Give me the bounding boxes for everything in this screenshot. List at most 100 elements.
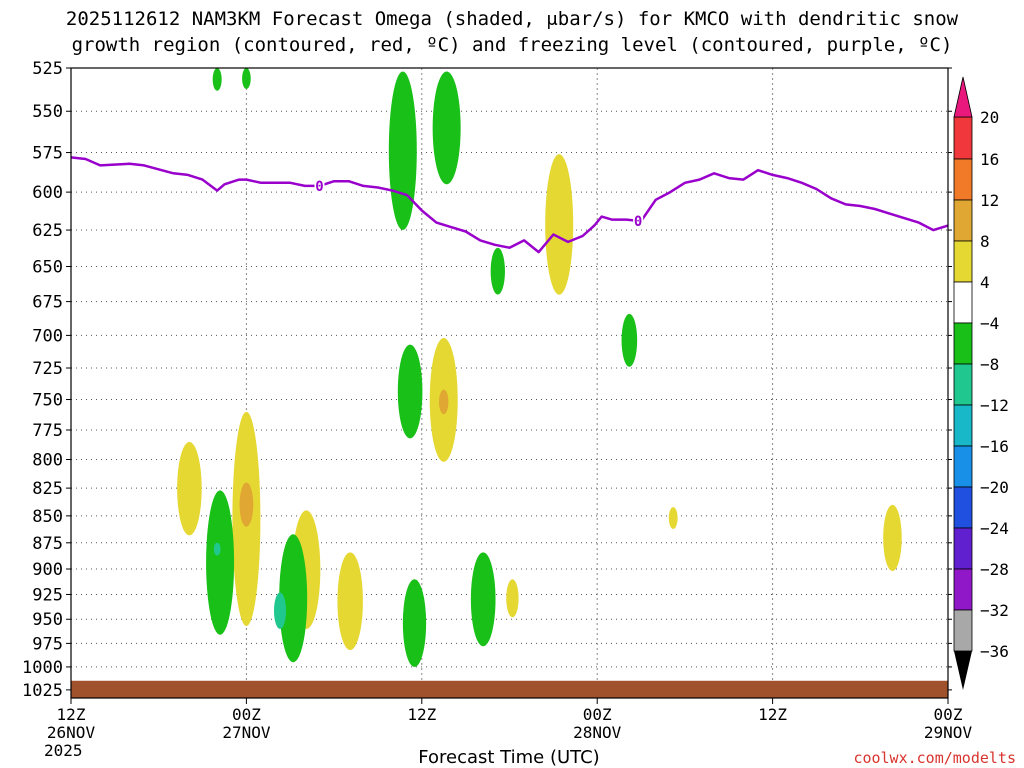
colorbar-segment xyxy=(953,486,973,529)
time-tick-label: 12Z xyxy=(57,705,86,724)
colorbar-segment xyxy=(953,158,973,201)
time-tick-label: 28NOV xyxy=(573,723,622,742)
colorbar-label: 20 xyxy=(980,108,999,127)
colorbar-segment xyxy=(953,568,973,611)
colorbar-label: −36 xyxy=(980,642,1009,661)
pressure-tick-label: 975 xyxy=(32,634,63,654)
pressure-tick-label: 925 xyxy=(32,585,63,605)
colorbar-label: −12 xyxy=(980,396,1009,415)
omega-shaded-areas xyxy=(177,68,902,667)
colorbar-segment xyxy=(953,363,973,406)
pressure-tick-label: 650 xyxy=(32,258,63,278)
omega-upward-area xyxy=(279,534,308,663)
colorbar-segment xyxy=(953,445,973,488)
colorbar-label: −16 xyxy=(980,437,1009,456)
pressure-tick-label: 725 xyxy=(32,359,63,379)
colorbar-label: −20 xyxy=(980,478,1009,497)
pressure-tick-label: 750 xyxy=(32,391,63,411)
colorbar-label: 4 xyxy=(980,273,990,292)
pressure-tick-label: 850 xyxy=(32,507,63,527)
omega-downward-area xyxy=(883,504,902,572)
pressure-tick-label: 550 xyxy=(32,102,63,122)
pressure-tick-label: 1025 xyxy=(22,681,63,701)
freezing-level-label: 0 xyxy=(315,179,323,195)
time-tick-label: 00Z xyxy=(934,705,963,724)
omega-downward-area xyxy=(439,389,449,415)
pressure-tick-label: 675 xyxy=(32,293,63,313)
colorbar-label: −32 xyxy=(980,601,1009,620)
omega-colorbar: 20 16 12 8 4 −4 −8 −12 −16 −20 −24 −28 −32 −36 xyxy=(953,76,1009,690)
colorbar-label: −28 xyxy=(980,560,1009,579)
colorbar-label: −24 xyxy=(980,519,1009,538)
colorbar-label: −4 xyxy=(980,314,999,333)
colorbar-segment xyxy=(953,609,973,652)
omega-upward-area xyxy=(470,552,496,647)
pressure-tick-label: 575 xyxy=(32,144,63,164)
freezing-level-label: 0 xyxy=(634,214,642,230)
chart-title-line-2: growth region (contoured, red, ºC) and f… xyxy=(71,34,953,56)
freezing-level-label-bg xyxy=(633,213,644,229)
freezing-level-line xyxy=(70,156,949,254)
time-tick-label: 00Z xyxy=(232,705,261,724)
pressure-tick-label: 700 xyxy=(32,326,63,346)
colorbar-label: 8 xyxy=(980,232,990,251)
omega-downward-area xyxy=(668,507,678,529)
time-tick-label: 12Z xyxy=(758,705,787,724)
omega-upward-area xyxy=(490,247,505,295)
colorbar-label: 12 xyxy=(980,191,999,210)
pressure-tick-label: 600 xyxy=(32,183,63,203)
omega-upward-area xyxy=(397,344,423,439)
omega-upward-area xyxy=(432,71,461,185)
omega-downward-area xyxy=(239,482,254,527)
colorbar-segment xyxy=(953,281,973,324)
credit-link[interactable]: coolwx.com/modelts xyxy=(853,749,1016,767)
freezing-level-contour: 00 xyxy=(70,156,949,254)
chart-title-line-1: 2025112612 NAM3KM Forecast Omega (shaded… xyxy=(65,8,959,30)
omega-upward-area xyxy=(242,68,251,90)
pressure-tick-label: 625 xyxy=(32,221,63,241)
colorbar-label: 16 xyxy=(980,150,999,169)
omega-upward-area xyxy=(213,542,221,556)
time-tick-label: 00Z xyxy=(583,705,612,724)
omega-upward-area xyxy=(273,592,287,629)
time-tick-label: 2025 xyxy=(44,741,83,760)
time-tick-label: 29NOV xyxy=(924,723,973,742)
time-tick-label: 26NOV xyxy=(47,723,96,742)
time-tick-label: 12Z xyxy=(407,705,436,724)
colorbar-segment xyxy=(953,116,973,160)
pressure-tick-label: 900 xyxy=(32,560,63,580)
pressure-tick-label: 800 xyxy=(32,451,63,471)
freezing-level-label-bg xyxy=(314,177,325,193)
terrain-band xyxy=(71,680,948,698)
omega-downward-area xyxy=(506,579,519,618)
colorbar-segment xyxy=(953,527,973,570)
omega-downward-area xyxy=(545,154,574,295)
omega-upward-area xyxy=(402,579,427,667)
pressure-axis: 525 550 575 600 625 650 675 700 725 750 775 800 825 8… xyxy=(22,59,952,701)
colorbar-segment xyxy=(953,199,973,242)
colorbar-bottom-arrow xyxy=(954,651,972,690)
omega-upward-area xyxy=(388,71,417,231)
colorbar-segment xyxy=(953,322,973,365)
pressure-tick-label: 775 xyxy=(32,421,63,441)
plot-border xyxy=(70,67,949,699)
x-axis-label: Forecast Time (UTC) xyxy=(418,747,599,768)
omega-downward-area xyxy=(337,552,363,651)
colorbar-top-arrow xyxy=(953,76,973,118)
pressure-tick-label: 525 xyxy=(32,59,63,79)
pressure-tick-label: 950 xyxy=(32,610,63,630)
colorbar-label: −8 xyxy=(980,355,999,374)
colorbar-segment xyxy=(953,240,973,283)
pressure-tick-label: 875 xyxy=(32,534,63,554)
omega-downward-area xyxy=(177,441,202,536)
omega-upward-area xyxy=(621,313,638,367)
pressure-tick-label: 825 xyxy=(32,479,63,499)
colorbar-segment xyxy=(953,404,973,447)
omega-upward-area xyxy=(206,490,235,635)
terrain-surface xyxy=(71,680,948,698)
omega-upward-area xyxy=(212,68,222,91)
pressure-tick-label: 1000 xyxy=(22,658,63,678)
time-tick-label: 27NOV xyxy=(222,723,271,742)
